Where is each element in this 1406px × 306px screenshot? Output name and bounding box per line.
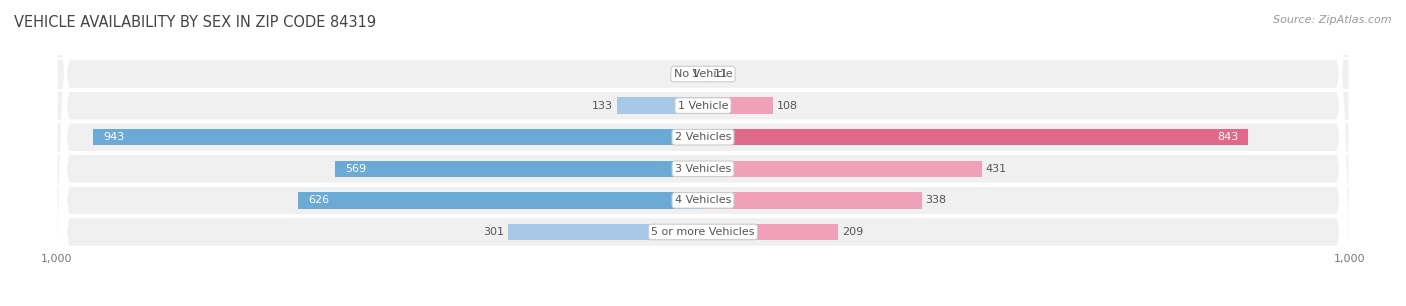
Text: 431: 431 [986, 164, 1007, 174]
Bar [703, 97, 773, 114]
Text: 338: 338 [925, 195, 946, 205]
Bar [703, 192, 921, 209]
Text: 569: 569 [344, 164, 366, 174]
Text: No Vehicle: No Vehicle [673, 69, 733, 79]
Text: 5 or more Vehicles: 5 or more Vehicles [651, 227, 755, 237]
Bar [335, 161, 703, 177]
FancyBboxPatch shape [56, 0, 1350, 306]
Bar [703, 161, 981, 177]
Bar [703, 129, 1249, 145]
Bar [509, 224, 703, 240]
Text: 209: 209 [842, 227, 863, 237]
Bar [93, 129, 703, 145]
Text: VEHICLE AVAILABILITY BY SEX IN ZIP CODE 84319: VEHICLE AVAILABILITY BY SEX IN ZIP CODE … [14, 15, 377, 30]
Bar [617, 97, 703, 114]
Text: 3 Vehicles: 3 Vehicles [675, 164, 731, 174]
Text: 108: 108 [776, 101, 797, 111]
Text: 626: 626 [308, 195, 329, 205]
FancyBboxPatch shape [56, 0, 1350, 306]
Text: 1 Vehicle: 1 Vehicle [678, 101, 728, 111]
Text: Source: ZipAtlas.com: Source: ZipAtlas.com [1274, 15, 1392, 25]
Text: 843: 843 [1218, 132, 1239, 142]
Bar [703, 66, 710, 82]
Legend: Male, Female: Male, Female [637, 305, 769, 306]
Text: 133: 133 [592, 101, 613, 111]
Bar [298, 192, 703, 209]
Text: 943: 943 [103, 132, 124, 142]
FancyBboxPatch shape [56, 0, 1350, 306]
FancyBboxPatch shape [56, 0, 1350, 306]
FancyBboxPatch shape [56, 0, 1350, 306]
Text: 2 Vehicles: 2 Vehicles [675, 132, 731, 142]
FancyBboxPatch shape [56, 0, 1350, 306]
Bar [703, 224, 838, 240]
Text: 301: 301 [484, 227, 505, 237]
Text: 1: 1 [692, 69, 699, 79]
Text: 4 Vehicles: 4 Vehicles [675, 195, 731, 205]
Text: 11: 11 [714, 69, 728, 79]
